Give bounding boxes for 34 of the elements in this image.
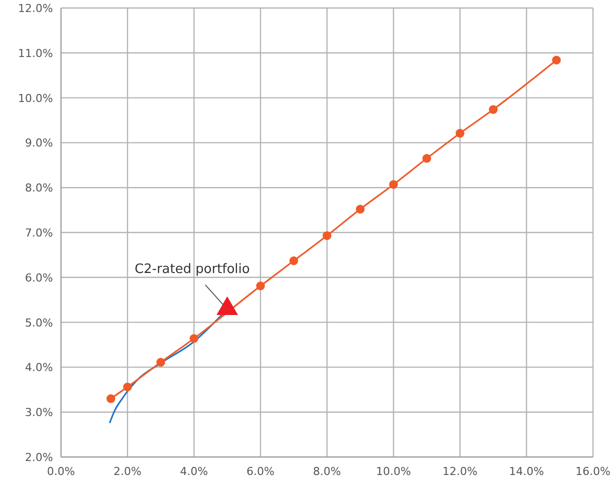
point — [389, 180, 398, 189]
y-tick-label: 12.0% — [18, 2, 53, 15]
point — [422, 154, 432, 163]
x-tick-label: 12.0% — [442, 465, 478, 478]
x-tick-label: 16.0% — [576, 465, 610, 478]
x-tick-label: 4.0% — [180, 465, 208, 478]
x-tick-label: 14.0% — [509, 465, 544, 478]
y-tick-label: 10.0% — [18, 92, 53, 105]
x-tick-label: 0.0% — [47, 465, 75, 478]
point — [190, 334, 198, 343]
point — [123, 382, 132, 392]
y-tick-label: 7.0% — [25, 226, 53, 240]
x-tick-label: 2.0% — [114, 465, 142, 478]
point — [356, 204, 365, 214]
y-tick-label: 9.0% — [25, 136, 53, 150]
point — [256, 282, 265, 290]
y-tick-label: 2.0% — [25, 451, 53, 464]
point — [106, 394, 116, 403]
annotation: C2-rated portfolio — [134, 262, 250, 277]
point — [456, 128, 464, 138]
point — [488, 105, 498, 114]
y-tick-label: 3.0% — [25, 406, 53, 420]
y-tick-label: 8.0% — [25, 182, 53, 195]
point — [552, 56, 561, 64]
x-tick-label: 6.0% — [246, 465, 274, 478]
y-tick-label: 5.0% — [25, 316, 53, 330]
point — [156, 358, 166, 367]
point — [322, 231, 332, 240]
x-tick-label: 10.0% — [376, 465, 411, 478]
point — [289, 256, 298, 266]
x-tick-label: 8.0% — [313, 465, 341, 478]
y-tick-label: 4.0% — [25, 361, 53, 374]
y-tick-label: 11.0% — [18, 46, 53, 60]
y-tick-label: 6.0% — [25, 271, 53, 284]
